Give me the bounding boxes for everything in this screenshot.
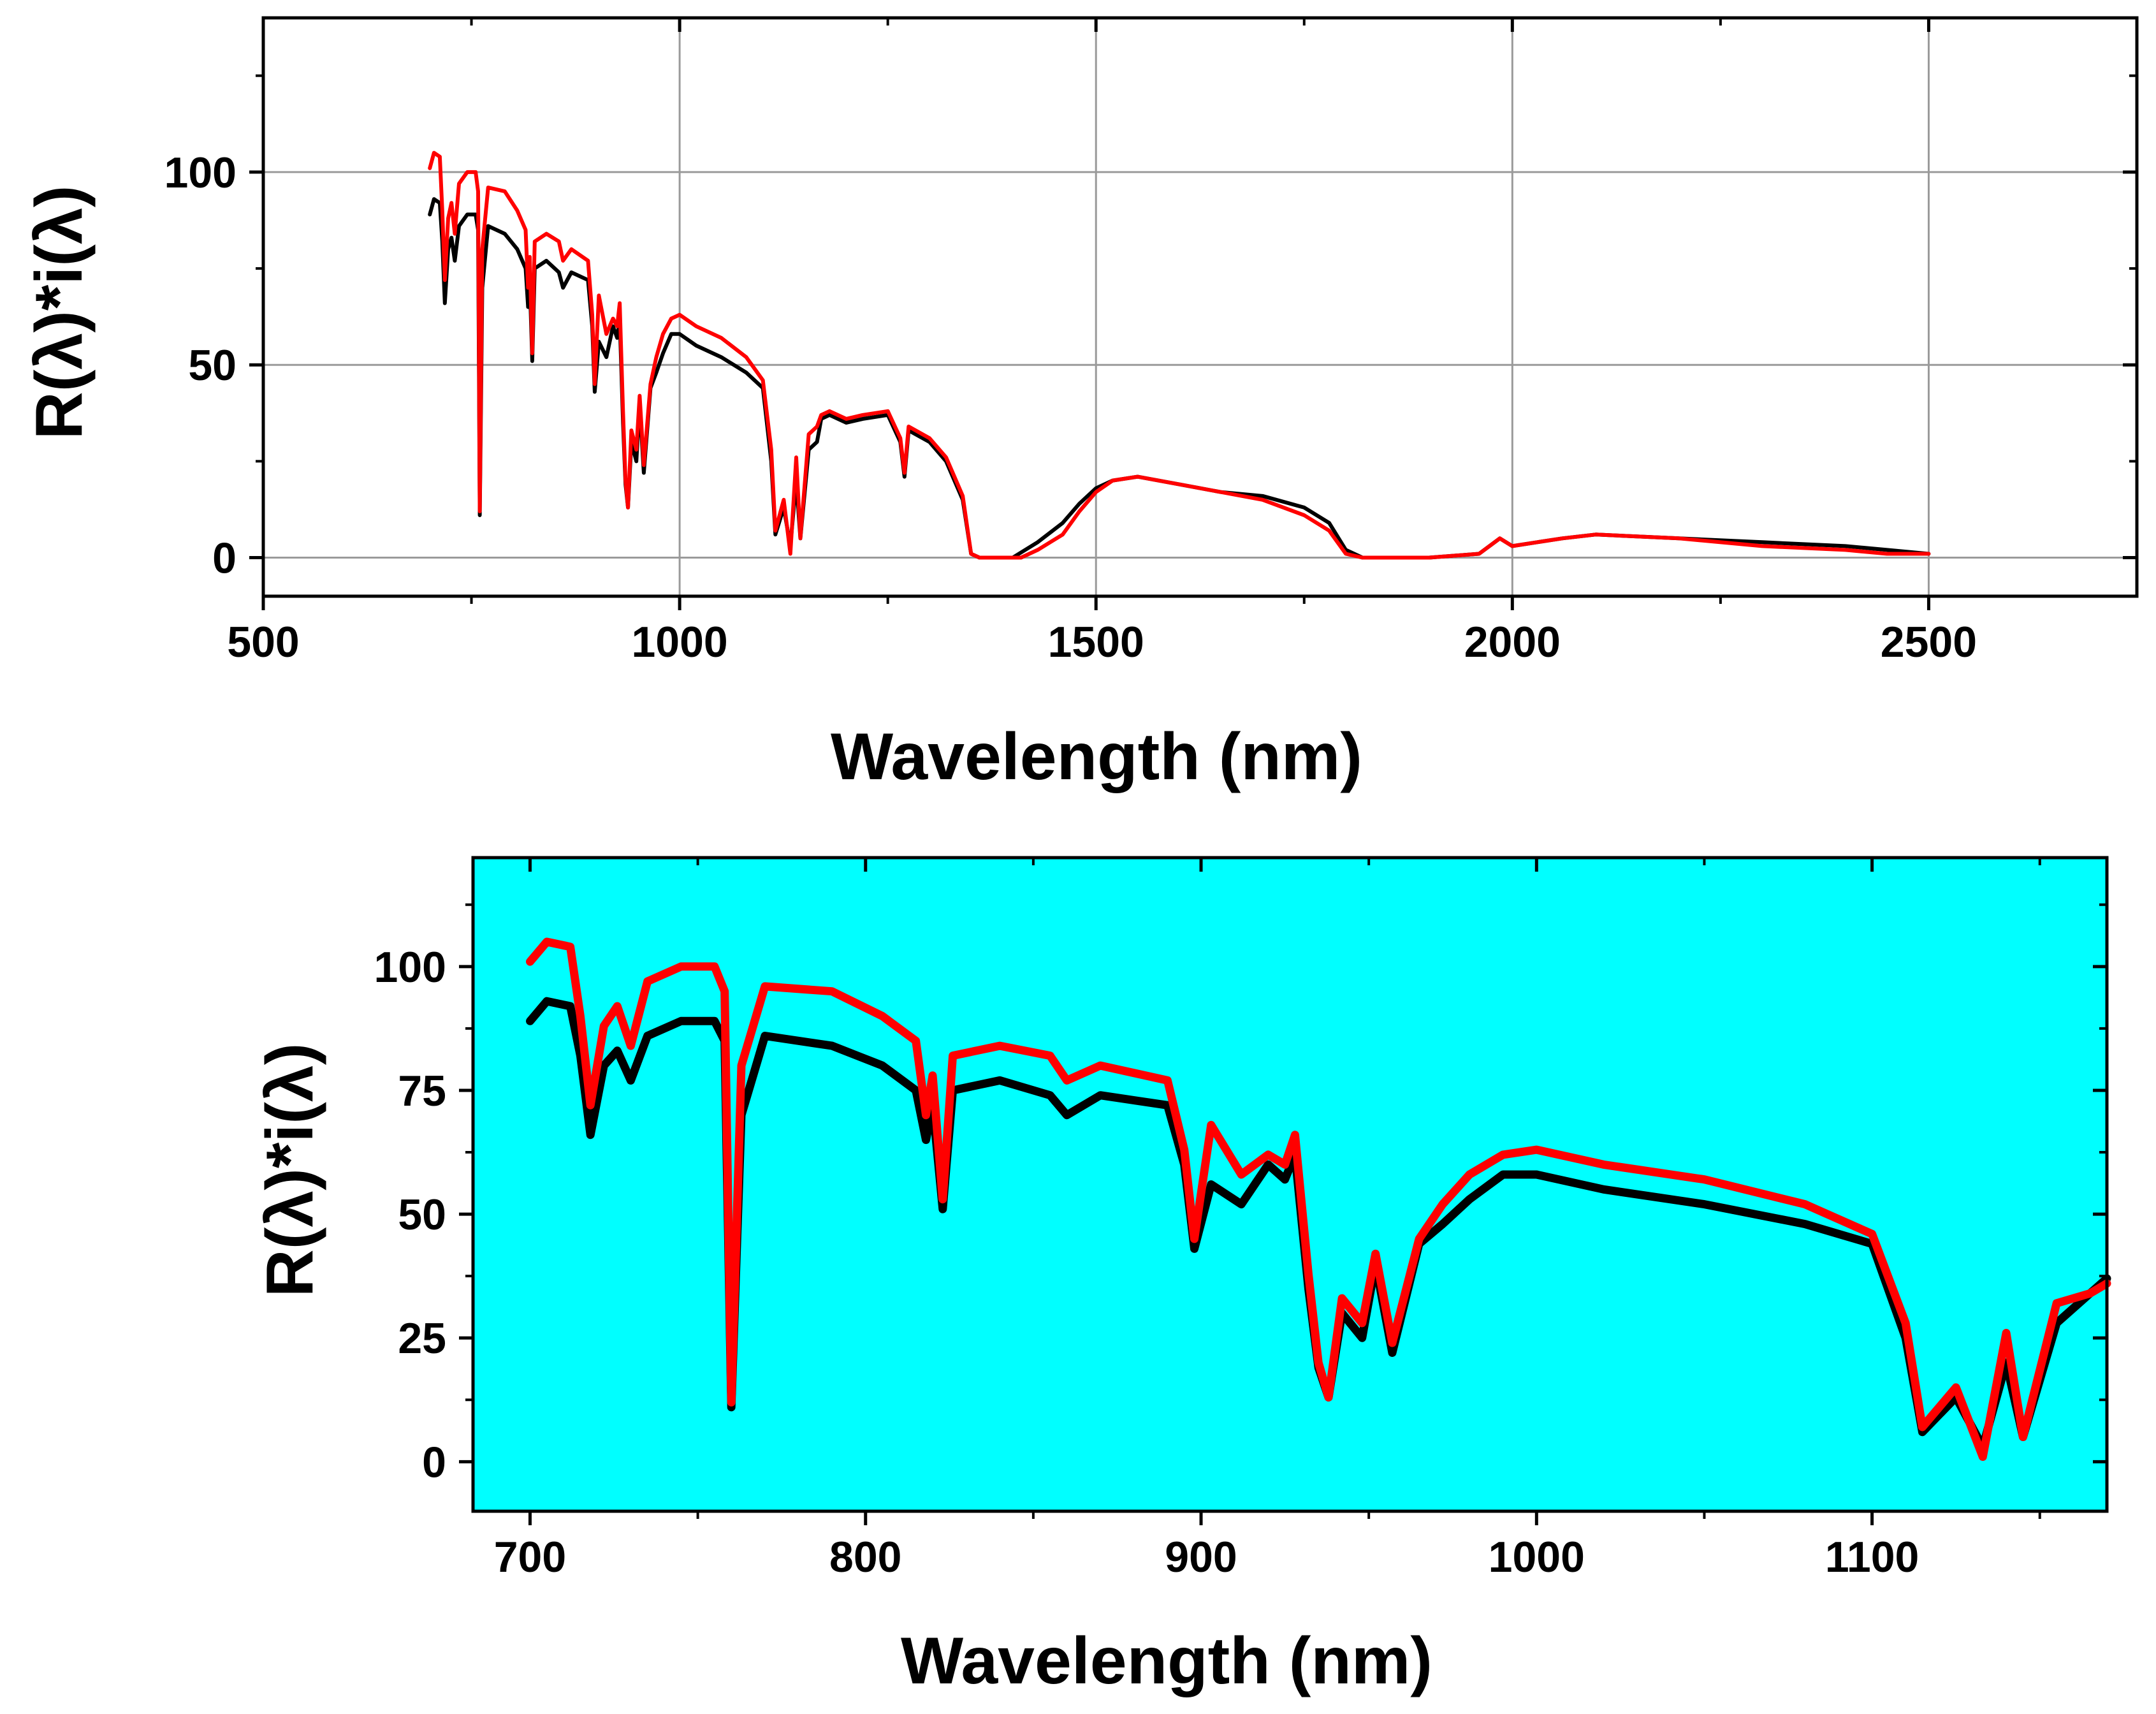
y-tick-label: 50 bbox=[398, 1190, 446, 1239]
y-tick-label: 100 bbox=[164, 149, 237, 197]
bottom-chart: 700 800 900 1000 1100 0 25 50 75 100 Wavelength (… bbox=[253, 856, 2111, 1698]
top-x-axis-title: Wavelength (nm) bbox=[831, 720, 1362, 794]
y-tick-label: 75 bbox=[398, 1067, 446, 1115]
series-line-black bbox=[526, 997, 2111, 1451]
bottom-y-axis-title: R(λ)*i(λ) bbox=[253, 1043, 327, 1298]
x-tick-label: 800 bbox=[829, 1533, 901, 1581]
top-gridlines bbox=[263, 18, 2137, 596]
y-tick-label: 0 bbox=[422, 1438, 446, 1486]
series-line-red bbox=[428, 150, 1931, 560]
x-tick-label: 1000 bbox=[1489, 1533, 1585, 1581]
series-line-black bbox=[428, 197, 1931, 560]
bottom-x-axis-title: Wavelength (nm) bbox=[901, 1624, 1432, 1698]
series-line-red bbox=[526, 937, 2111, 1461]
x-tick-label: 1000 bbox=[631, 618, 727, 666]
y-tick-label: 100 bbox=[374, 943, 446, 992]
bottom-plot-frame bbox=[471, 856, 2109, 1513]
top-y-axis-title: R(λ)*i(λ) bbox=[22, 186, 96, 440]
top-plot-background bbox=[263, 18, 2137, 596]
x-tick-label: 500 bbox=[227, 618, 299, 666]
y-tick-label: 25 bbox=[398, 1314, 446, 1363]
top-series-group bbox=[428, 150, 1931, 560]
y-tick-label: 50 bbox=[188, 341, 237, 390]
x-tick-label: 2500 bbox=[1881, 618, 1977, 666]
top-axis-ticks: 500 1000 1500 2000 2500 0 50 100 bbox=[164, 18, 2137, 666]
top-chart: 500 1000 1500 2000 2500 0 50 100 Wavelength (nm… bbox=[22, 16, 2139, 794]
x-tick-label: 700 bbox=[494, 1533, 566, 1581]
x-tick-label: 1100 bbox=[1825, 1533, 1919, 1581]
top-plot-frame bbox=[261, 16, 2139, 598]
x-tick-label: 900 bbox=[1165, 1533, 1237, 1581]
x-tick-label: 1500 bbox=[1048, 618, 1144, 666]
bottom-plot-background bbox=[473, 858, 2107, 1511]
bottom-series-group bbox=[526, 937, 2111, 1461]
y-tick-label: 0 bbox=[212, 534, 237, 583]
x-tick-label: 2000 bbox=[1464, 618, 1561, 666]
bottom-axis-ticks: 700 800 900 1000 1100 0 25 50 75 100 bbox=[374, 858, 2107, 1581]
